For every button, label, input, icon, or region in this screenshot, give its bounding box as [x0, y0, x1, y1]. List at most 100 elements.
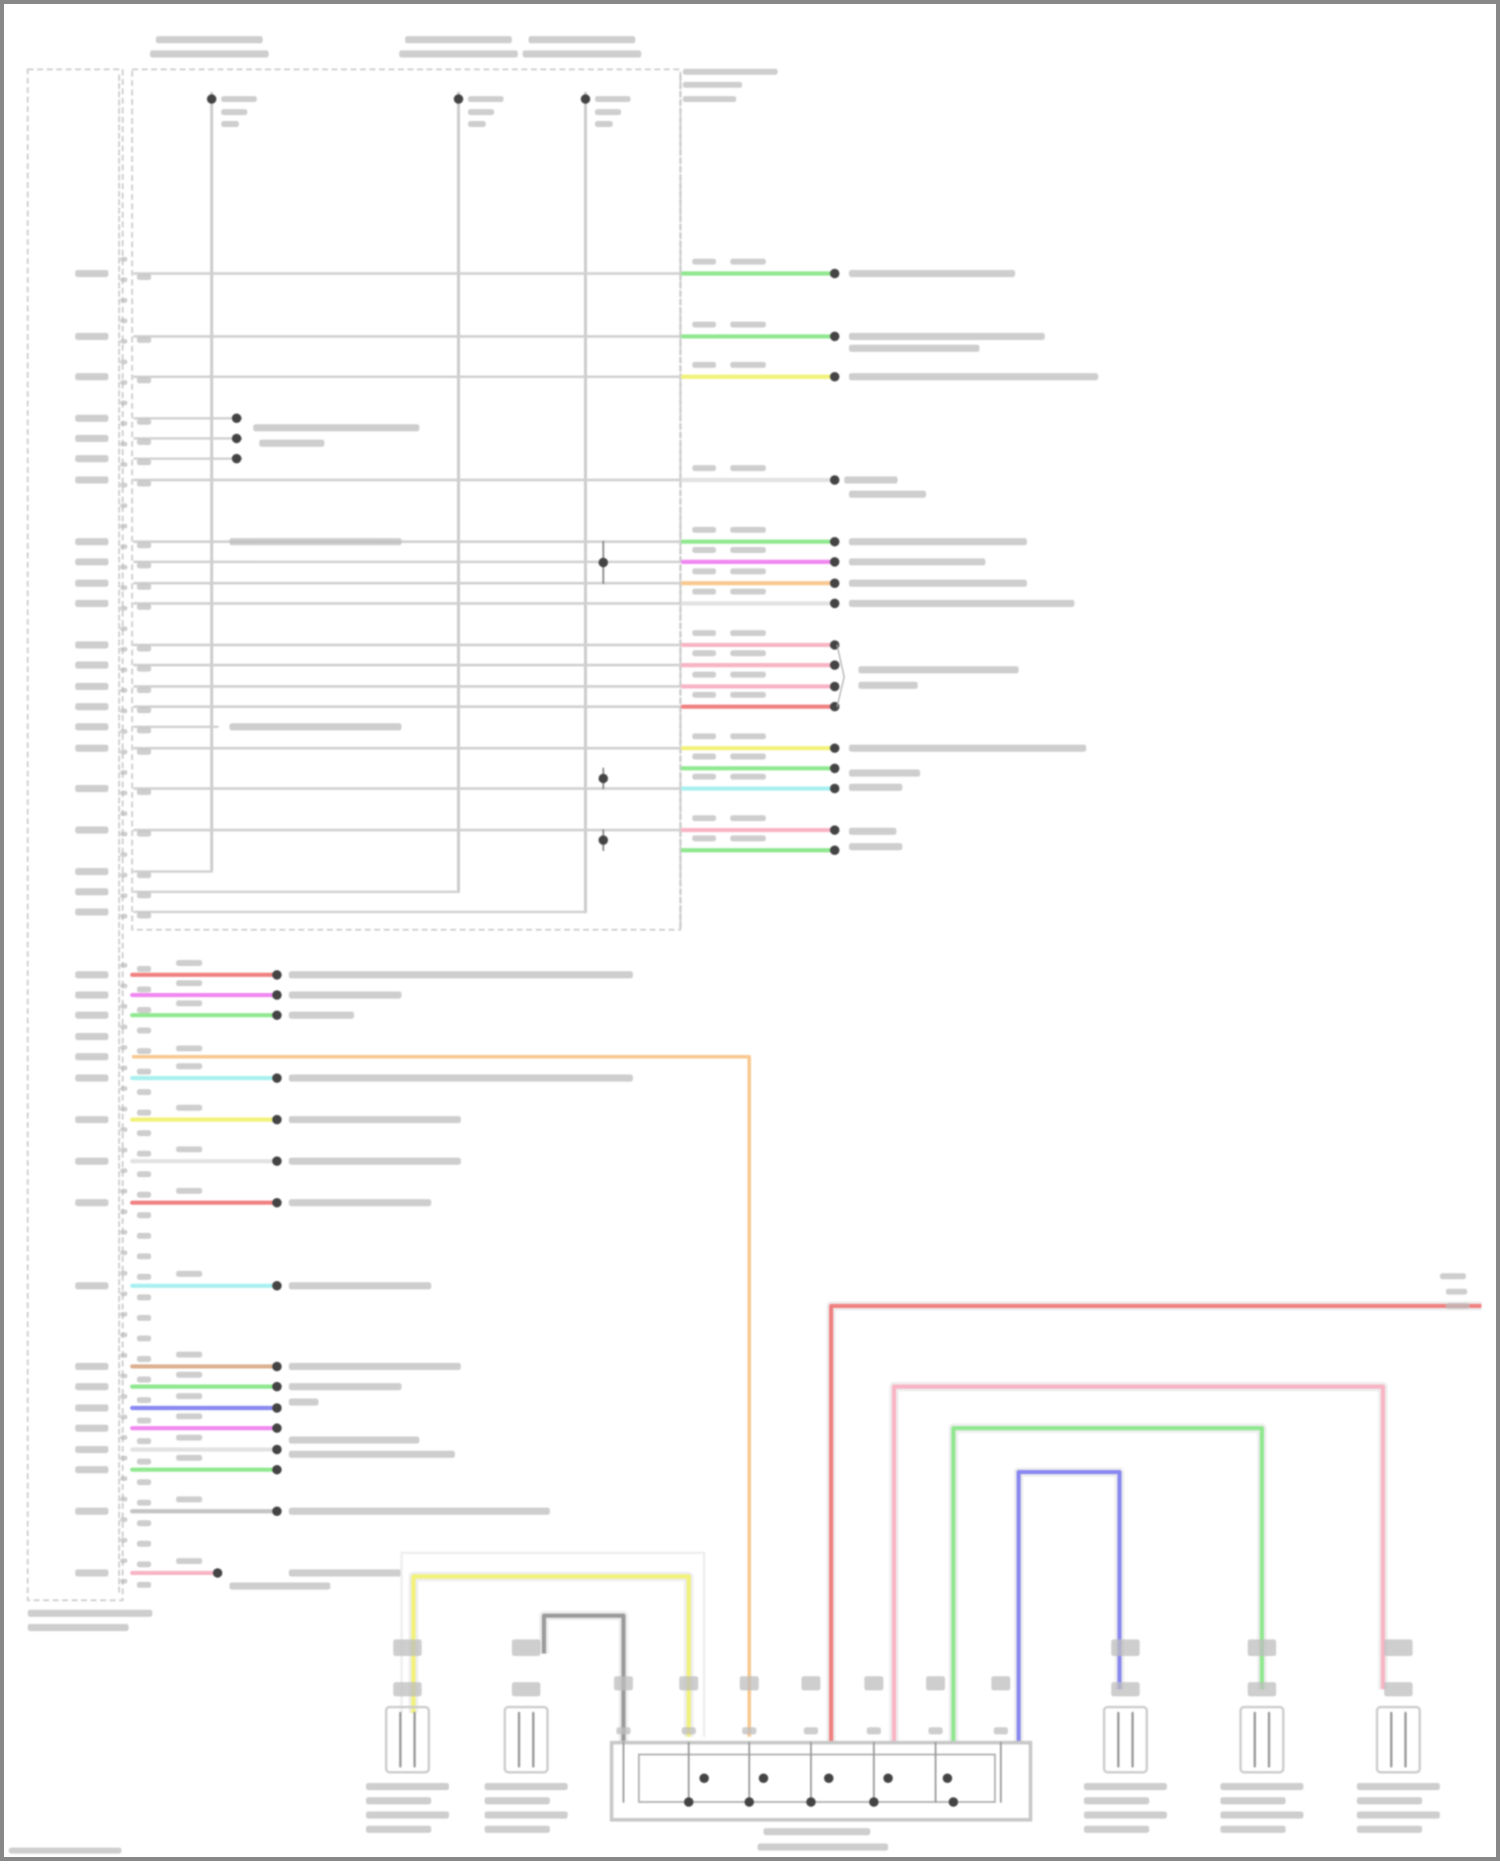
connector-pin — [120, 462, 128, 467]
switch-component-pin — [1247, 1682, 1277, 1697]
junction-connector-inner — [637, 1753, 996, 1803]
pin-number — [136, 1397, 152, 1404]
destination-label — [288, 1282, 432, 1290]
destination-label — [848, 538, 1027, 546]
bracket — [836, 676, 845, 708]
pin-name-label — [75, 1074, 109, 1082]
pin-name-label — [75, 1383, 109, 1391]
seat-component-connector — [393, 1639, 422, 1657]
pin-number — [136, 665, 152, 672]
fuse-label — [149, 50, 269, 58]
pin-number — [136, 1479, 152, 1486]
wire-color-label — [176, 980, 203, 987]
connector-pin — [120, 1270, 128, 1276]
fuse-label — [528, 36, 636, 44]
connector-end-dot — [272, 1197, 282, 1208]
pin-number — [136, 727, 152, 734]
module-component — [1375, 1705, 1421, 1774]
wire-code-label — [692, 630, 717, 637]
fuse-rating-label — [221, 121, 239, 127]
sensor-component-pin — [511, 1682, 541, 1697]
pin-number — [136, 707, 152, 714]
connector-pin — [120, 1435, 128, 1440]
pin-number — [681, 1727, 696, 1735]
pin-name-label — [75, 1569, 109, 1577]
wire-color-label — [730, 258, 766, 265]
wire-color-label — [176, 1434, 203, 1441]
connector-pin — [120, 564, 128, 570]
wire-green — [951, 1426, 1264, 1743]
connector-end-dot — [272, 1073, 282, 1083]
wire-color-label — [730, 753, 766, 760]
heater-component — [1102, 1705, 1148, 1774]
connector-end-dot — [272, 1423, 282, 1433]
pin-number — [136, 480, 152, 487]
connector-pin-label — [679, 1676, 699, 1691]
illegible-label — [848, 344, 980, 352]
sensor-component — [503, 1705, 549, 1774]
connector-pin — [120, 1188, 128, 1194]
destination-label — [288, 1199, 432, 1207]
connector-pin — [120, 646, 128, 652]
wire-code-label — [692, 815, 717, 822]
connector-pin — [120, 1127, 128, 1132]
connector-pin — [120, 831, 128, 837]
connector-pin — [120, 1578, 128, 1584]
fuse-rating-label — [221, 109, 248, 116]
wire-code-label — [692, 835, 717, 842]
connector-end-dot — [272, 1403, 282, 1413]
pin-number — [136, 789, 152, 796]
connector-pin — [120, 790, 128, 796]
illegible-label — [1445, 1288, 1468, 1295]
connector-end-dot — [829, 331, 840, 342]
fuse-dot — [453, 94, 464, 104]
pin-number — [866, 1727, 881, 1735]
pin-number — [136, 1048, 152, 1055]
connector-pin — [120, 962, 128, 968]
destination-label — [848, 558, 986, 566]
wire-color-label — [176, 1187, 203, 1194]
destination-label — [848, 269, 1016, 278]
fuse-rating-label — [594, 121, 613, 127]
wire-yellow — [411, 1574, 691, 1737]
pin-number — [136, 830, 152, 837]
pin-number — [136, 1171, 152, 1178]
junction-block-outline — [131, 68, 682, 931]
splice-dot — [883, 1773, 893, 1783]
connector-pin — [120, 1250, 128, 1256]
pin-name-label — [75, 373, 109, 381]
connector-pin — [120, 1353, 128, 1358]
connector-end-dot — [829, 268, 840, 279]
wire-shield — [408, 1571, 694, 1737]
pin-name-label — [75, 1157, 109, 1165]
connector-pin — [120, 1558, 128, 1564]
splice-dot — [683, 1797, 694, 1807]
connector-pin — [120, 913, 128, 919]
pin-number — [616, 1727, 631, 1735]
connector-pin — [120, 605, 128, 611]
wire-color-label — [730, 588, 766, 595]
connector-pin — [120, 1332, 128, 1338]
junction-label — [682, 81, 743, 88]
wire-shield — [400, 1551, 706, 1737]
connector-end-dot — [829, 743, 840, 753]
connector-pin — [120, 421, 128, 426]
wire-color-label — [730, 733, 766, 740]
connector-end-dot — [272, 1281, 282, 1291]
illegible-label — [858, 666, 1019, 674]
wire-color-label — [176, 1393, 203, 1400]
connector-pin — [120, 1004, 128, 1009]
pin-number — [136, 645, 152, 652]
switch-component-label — [1220, 1811, 1304, 1819]
connector-pin — [120, 339, 128, 344]
arrow-dot — [231, 433, 242, 444]
pin-name-label — [75, 1116, 109, 1124]
connector-end-dot — [829, 475, 840, 485]
wire-color-label — [176, 960, 203, 966]
connector-end-dot — [829, 681, 840, 692]
connector-pin-label — [801, 1676, 821, 1691]
wire-color-label — [730, 773, 766, 780]
sensor-component-label — [484, 1782, 568, 1791]
wire-code-label — [692, 650, 717, 657]
destination-label — [848, 373, 1099, 381]
